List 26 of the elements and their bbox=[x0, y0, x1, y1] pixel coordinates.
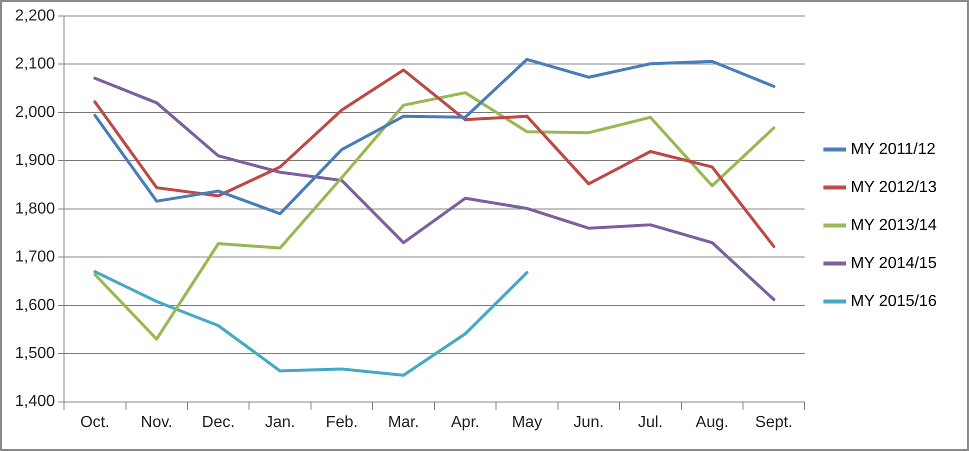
legend-label: MY 2014/15 bbox=[850, 254, 937, 272]
x-tick-label: Sept. bbox=[755, 414, 793, 431]
x-tick-label: Feb. bbox=[326, 414, 358, 431]
x-tick-label: May bbox=[512, 414, 542, 431]
x-tick-label: Oct. bbox=[80, 414, 110, 431]
y-tick-label: 2,100 bbox=[14, 56, 56, 73]
x-tick-label: Jul. bbox=[638, 414, 663, 431]
x-tick-label: Mar. bbox=[388, 414, 420, 431]
y-tick-label: 1,400 bbox=[14, 393, 56, 410]
y-tick-label: 2,200 bbox=[14, 7, 56, 24]
legend-label: MY 2012/13 bbox=[850, 178, 937, 196]
y-tick-label: 1,800 bbox=[14, 200, 56, 218]
y-tick-label: 1,600 bbox=[14, 296, 56, 314]
y-tick-label: 1,500 bbox=[14, 344, 56, 362]
x-tick-label: Apr. bbox=[451, 414, 480, 431]
x-tick-label: Jan. bbox=[264, 414, 296, 431]
legend-label: MY 2013/14 bbox=[850, 216, 937, 234]
x-tick-label: Aug. bbox=[696, 414, 729, 431]
legend-label: MY 2011/12 bbox=[850, 140, 936, 158]
y-tick-label: 1,900 bbox=[14, 152, 56, 170]
y-tick-label: 1,700 bbox=[14, 248, 56, 266]
x-tick-label: Nov. bbox=[140, 414, 172, 431]
x-tick-label: Jun. bbox=[574, 414, 604, 431]
y-tick-label: 2,000 bbox=[14, 104, 56, 121]
legend-label: MY 2015/16 bbox=[850, 292, 937, 310]
x-tick-label: Dec. bbox=[202, 414, 235, 431]
